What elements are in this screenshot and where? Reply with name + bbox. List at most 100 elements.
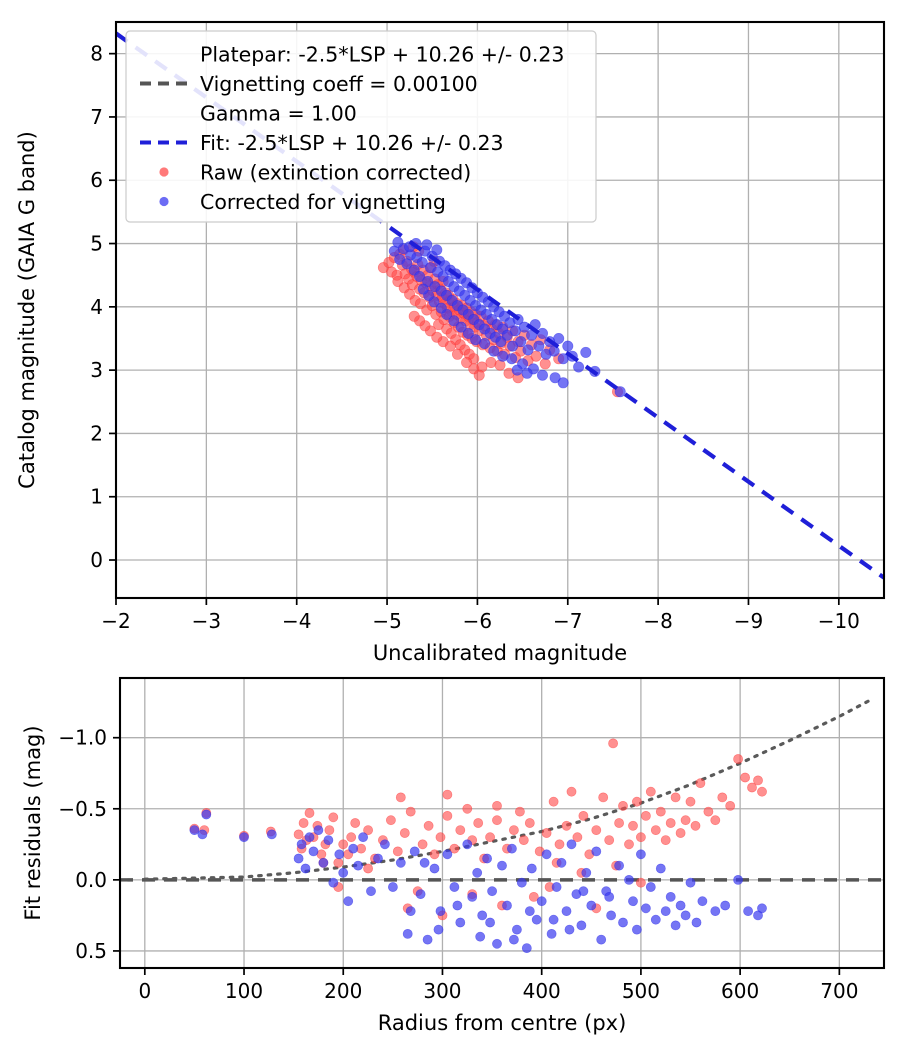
data-point-raw	[324, 825, 335, 835]
series-corrected	[388, 236, 626, 398]
x-tick-label: 600	[721, 979, 759, 1003]
x-tick-label: −8	[643, 609, 672, 633]
data-point-raw	[660, 835, 671, 845]
data-point-raw	[451, 348, 463, 360]
data-point-corrected	[429, 863, 440, 874]
data-point-corrected	[387, 882, 398, 892]
data-point-corrected	[477, 910, 488, 921]
data-point-corrected	[604, 892, 615, 902]
x-tick-label: −2	[101, 609, 130, 633]
data-point-raw	[449, 843, 460, 854]
data-point-corrected	[366, 886, 376, 897]
data-point-raw	[408, 310, 420, 322]
y-tick-label: 3	[90, 358, 103, 382]
data-point-corrected	[293, 853, 304, 864]
data-point-corrected	[433, 924, 444, 935]
data-point-raw	[753, 775, 763, 786]
data-point-raw	[598, 792, 609, 803]
data-point-corrected	[531, 914, 542, 925]
y-tick-label: 5	[90, 232, 103, 256]
data-point-raw	[473, 369, 485, 381]
data-point-raw	[690, 820, 701, 831]
data-point-corrected	[392, 236, 404, 248]
x-tick-label: −6	[463, 609, 492, 633]
data-point-corrected	[522, 344, 534, 356]
data-point-corrected	[419, 857, 430, 868]
data-point-corrected	[691, 917, 702, 928]
data-point-raw	[462, 803, 473, 814]
data-point-corrected	[323, 835, 334, 845]
data-point-corrected	[239, 832, 249, 843]
data-point-raw	[641, 811, 651, 821]
data-point-raw	[509, 825, 519, 835]
data-point-corrected	[566, 839, 577, 850]
data-point-corrected	[576, 920, 587, 931]
panel-fit-residuals: 0 100 200 300 400 500 600 700 0.5 0.0 −0.5 −1.0 Radi…	[21, 676, 886, 1035]
data-point-corrected	[511, 364, 523, 376]
data-point-corrected	[373, 853, 383, 864]
legend-dot-swatch	[159, 167, 169, 177]
legend-label: Raw (extinction corrected)	[200, 161, 471, 185]
y-axis-title: Fit residuals (mag)	[21, 725, 45, 920]
data-point-corrected	[680, 910, 691, 921]
data-point-raw	[757, 786, 767, 797]
y-tick-label: 6	[90, 168, 103, 192]
data-point-corrected	[435, 302, 447, 314]
data-point-corrected	[448, 315, 460, 327]
data-point-corrected	[467, 892, 478, 902]
data-point-corrected	[710, 906, 721, 916]
y-tick-label: 4	[90, 295, 103, 319]
data-point-raw	[703, 806, 714, 817]
data-point-corrected	[641, 903, 651, 914]
data-point-corrected	[300, 863, 311, 874]
x-tick-label: 700	[820, 979, 858, 1003]
y-tick-label: 1	[90, 485, 103, 509]
x-axis-title: Radius from centre (px)	[378, 1011, 627, 1035]
data-point-raw	[405, 806, 416, 817]
data-point-corrected	[606, 910, 616, 921]
data-point-corrected	[526, 863, 537, 874]
data-point-corrected	[201, 809, 212, 820]
data-point-corrected	[624, 875, 634, 885]
data-point-corrected	[488, 345, 500, 357]
data-point-raw	[346, 832, 357, 843]
x-tick-label: 200	[324, 979, 362, 1003]
data-point-raw	[518, 835, 529, 845]
data-point-corrected	[442, 849, 453, 860]
data-point-raw	[328, 812, 339, 823]
data-point-corrected	[334, 849, 345, 860]
data-point-raw	[350, 818, 361, 828]
vignetting-model-curve	[143, 699, 871, 881]
data-point-raw	[338, 839, 349, 850]
data-point-raw	[541, 828, 552, 838]
data-point-raw	[636, 832, 646, 843]
legend-label: Corrected for vignetting	[200, 190, 446, 214]
data-point-raw	[395, 792, 406, 803]
data-point-corrected	[328, 877, 339, 888]
data-point-raw	[710, 815, 721, 826]
data-point-corrected	[591, 846, 602, 857]
data-point-raw	[492, 815, 502, 826]
data-point-raw	[442, 789, 453, 800]
data-point-corrected	[733, 875, 743, 885]
data-point-corrected	[402, 929, 413, 939]
data-point-raw	[485, 832, 495, 843]
data-point-raw	[399, 828, 410, 838]
data-point-corrected	[512, 924, 522, 935]
x-tick-label: 0	[138, 979, 151, 1003]
data-point-corrected	[379, 839, 390, 850]
x-tick-label: 400	[523, 979, 561, 1003]
data-point-corrected	[546, 929, 557, 939]
data-point-raw	[604, 835, 615, 845]
x-tick-label: −7	[553, 609, 582, 633]
data-point-raw	[578, 811, 589, 821]
data-point-corrected	[618, 917, 628, 928]
data-point-corrected	[462, 839, 473, 850]
data-point-corrected	[556, 857, 567, 868]
data-point-raw	[298, 818, 309, 828]
data-point-corrected	[524, 906, 535, 916]
data-point-corrected	[720, 900, 731, 911]
data-point-raw	[528, 892, 539, 902]
data-point-corrected	[452, 900, 463, 911]
x-tick-label: −5	[372, 609, 401, 633]
